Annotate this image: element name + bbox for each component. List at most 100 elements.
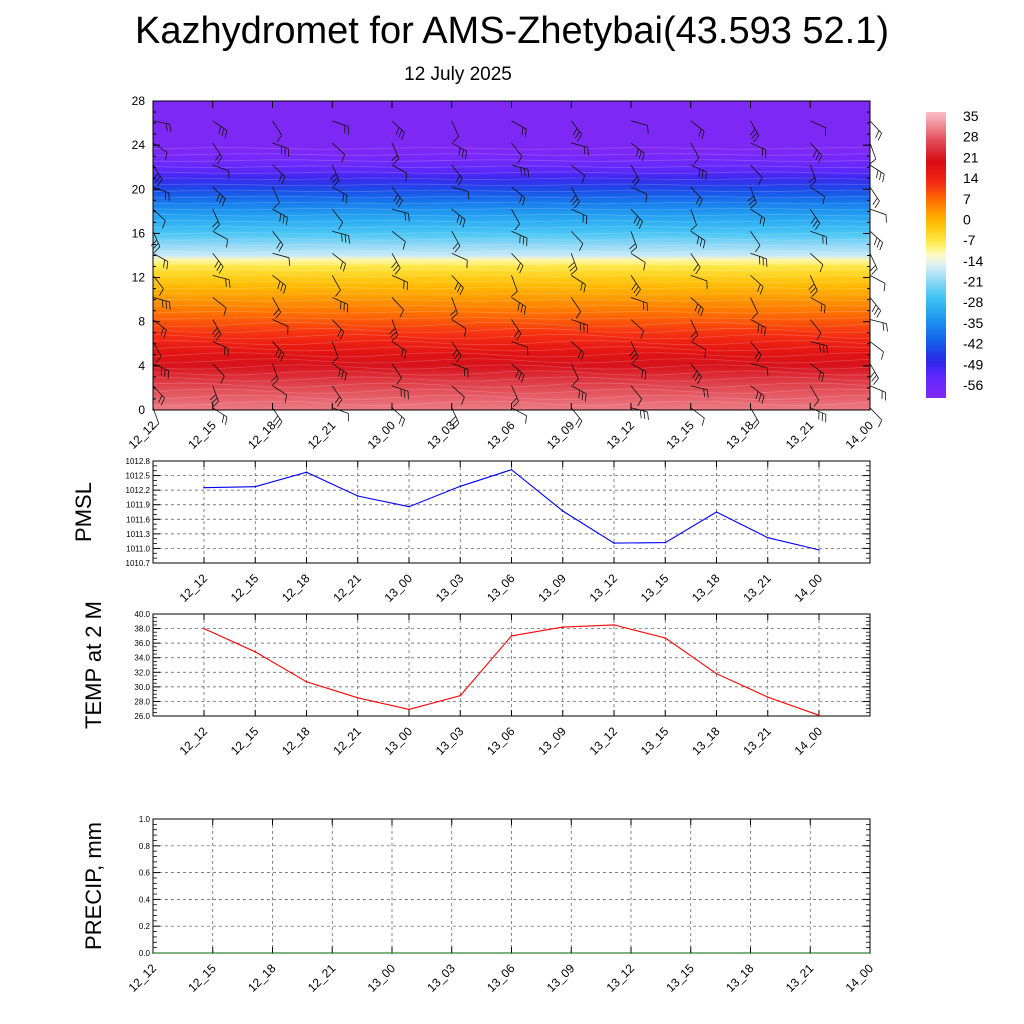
x-tick-label: 13_00 xyxy=(382,724,416,758)
wind-barb xyxy=(690,142,700,158)
contour-line xyxy=(152,394,871,400)
wind-barb-flag xyxy=(521,127,524,136)
x-tick-label: 12_21 xyxy=(330,724,364,758)
wind-barb-flag xyxy=(869,265,876,272)
y-tick-label: 1010.7 xyxy=(126,559,151,568)
wind-barb-flag xyxy=(871,268,878,275)
colorbar-label: 35 xyxy=(963,108,979,124)
contour-line xyxy=(152,262,871,265)
wind-barb-flag xyxy=(690,224,697,231)
wind-barb xyxy=(511,363,525,376)
wind-barb-flag xyxy=(871,304,877,312)
wind-barb-flag xyxy=(398,200,403,208)
data-point xyxy=(689,952,692,954)
wind-barb-flag xyxy=(161,299,164,308)
y-tick-label: 28.0 xyxy=(134,697,150,706)
wind-barb xyxy=(511,407,527,417)
wind-barb-flag xyxy=(877,133,882,141)
colorbar-label: 28 xyxy=(963,129,979,145)
contour-line xyxy=(153,238,871,241)
wind-barb xyxy=(571,208,587,217)
wind-barb-flag xyxy=(399,309,404,318)
wind-barb-flag xyxy=(690,331,697,338)
wind-barb xyxy=(750,120,760,136)
colorbar-label: -42 xyxy=(963,336,983,352)
wind-barb xyxy=(152,297,170,303)
contour-line xyxy=(152,226,871,229)
wind-barb-flag xyxy=(753,135,760,143)
wind-barb xyxy=(152,120,170,125)
contour-line xyxy=(152,334,871,340)
data-point xyxy=(305,680,308,683)
y-tick-label: 24 xyxy=(132,138,146,152)
data-point xyxy=(715,511,718,513)
y-tick-label: 26.0 xyxy=(134,712,150,721)
y-tick-label: 0.8 xyxy=(139,842,151,851)
data-point xyxy=(561,626,564,628)
x-tick-label: 13_00 xyxy=(365,961,399,995)
wind-barb-flag xyxy=(700,308,704,317)
wind-barb-flag xyxy=(335,289,341,297)
wind-barb xyxy=(511,164,529,170)
wind-barb xyxy=(750,142,767,151)
wind-barb xyxy=(630,142,645,154)
wind-barb-flag xyxy=(748,199,756,206)
wind-barb-flag xyxy=(873,237,878,246)
x-tick-label: 13_03 xyxy=(424,961,458,995)
wind-barb-flag xyxy=(811,290,818,297)
wind-barb-flag xyxy=(459,287,464,296)
wind-barb xyxy=(332,186,348,196)
wind-barb xyxy=(690,230,706,241)
data-point xyxy=(510,635,513,637)
wind-barb xyxy=(511,253,524,266)
wind-barb-flag xyxy=(520,304,524,313)
wind-barb-flag xyxy=(341,154,346,163)
data-point xyxy=(408,505,410,508)
wind-barb-flag xyxy=(755,245,761,253)
wind-barb xyxy=(630,385,643,400)
wind-barb-flag xyxy=(169,124,172,133)
wind-barb-flag xyxy=(692,370,698,379)
wind-barb-flag xyxy=(577,420,583,429)
wind-barb-flag xyxy=(226,239,229,248)
wind-barb xyxy=(272,363,279,380)
wind-barb-flag xyxy=(869,158,877,165)
wind-barb xyxy=(869,297,882,311)
x-tick-label: 13_15 xyxy=(663,418,697,452)
wind-barb-flag xyxy=(699,238,703,247)
wind-barb xyxy=(630,208,643,222)
wind-barb xyxy=(152,252,169,262)
wind-barb xyxy=(212,142,223,158)
y-axis-label: PRECIP, mm xyxy=(81,822,106,950)
wind-barb-flag xyxy=(577,350,582,359)
wind-barb-flag xyxy=(874,200,880,208)
wind-barb-flag xyxy=(698,128,702,137)
wind-barb-flag xyxy=(457,178,463,186)
wind-barb-flag xyxy=(755,391,759,400)
data-point xyxy=(356,696,359,699)
wind-barb-flag xyxy=(157,179,163,186)
wind-barb xyxy=(272,297,282,313)
x-tick-label: 12_18 xyxy=(245,418,279,452)
wind-barb-flag xyxy=(215,334,222,341)
wind-barb-flag xyxy=(692,334,699,341)
wind-barb-flag xyxy=(152,423,160,430)
wind-barb-flag xyxy=(213,330,220,338)
x-tick-label: 12_21 xyxy=(305,961,339,995)
wind-barb-flag xyxy=(224,130,228,139)
wind-barb-flag xyxy=(584,393,587,402)
y-tick-label: 12 xyxy=(132,271,146,285)
wind-barb-flag xyxy=(581,175,586,184)
wind-barb xyxy=(511,230,528,239)
wind-barb-flag xyxy=(819,264,824,273)
contour-line xyxy=(152,322,871,328)
wind-barb-flag xyxy=(452,242,459,250)
y-tick-label: 1012.5 xyxy=(126,472,151,481)
data-point xyxy=(766,696,769,698)
wind-barb-flag xyxy=(462,219,466,228)
wind-barb-flag xyxy=(280,283,284,292)
wind-barb-flag xyxy=(580,282,583,291)
wind-barb xyxy=(332,252,346,265)
wind-barb xyxy=(451,297,458,314)
